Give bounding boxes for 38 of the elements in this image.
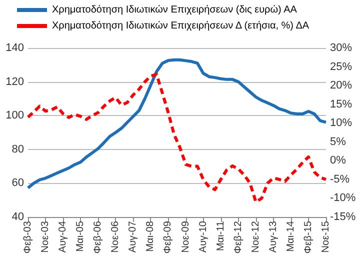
y2-tick-label: 10%: [330, 117, 352, 130]
x-tick-label: Φεβ-09: [162, 220, 174, 254]
x-tick-label: Αυγ-07: [128, 220, 139, 253]
y2-tick-label: 30%: [330, 42, 352, 54]
x-tick-label: Νοε-12: [250, 220, 262, 253]
y2-tick-label: 5%: [330, 136, 346, 148]
x-tick-label: Αυγ-04: [58, 220, 69, 253]
y-tick-label: 140: [6, 42, 24, 54]
y-tick-label: 80: [12, 143, 24, 156]
x-tick-label: Μαι-14: [285, 220, 296, 252]
y2-tick-label: 20%: [330, 80, 352, 92]
x-tick-label: Φεβ-06: [92, 220, 104, 254]
legend-label: Χρηματοδότηση Ιδιωτικών Επιχειρήσεων Δ (ετήσια, %) ΔΑ: [52, 20, 310, 32]
x-tick-label: Μαι-05: [75, 220, 86, 252]
x-tick-label: Φεβ-03: [22, 220, 34, 254]
legend-label: Χρηματοδότηση Ιδιωτικών Επιχειρήσεων (δις ευρώ) ΑΑ: [52, 4, 298, 16]
y2-tick-label: -5%: [330, 173, 350, 186]
x-tick-label: Νοε-03: [40, 220, 52, 253]
y2-tick-label: 0%: [330, 154, 346, 167]
y-tick-label: 120: [6, 76, 24, 88]
x-tick-label: Νοε-15: [320, 220, 332, 253]
y-tick-label: 100: [6, 110, 24, 122]
x-tick-label: Νοε-09: [180, 220, 192, 253]
y2-tick-label: 25%: [330, 60, 352, 73]
y2-tick-label: 15%: [330, 98, 352, 110]
x-tick-label: Μαι-11: [215, 220, 226, 252]
x-tick-label: Μαι-08: [145, 220, 156, 252]
y2-tick-label: -10%: [330, 192, 356, 204]
line-series: [26, 58, 328, 190]
x-tick-label: Φεβ-15: [302, 220, 314, 254]
x-tick-label: Νοε-06: [110, 220, 122, 253]
line-series: [26, 72, 328, 204]
x-tick-label: Φεβ-12: [232, 220, 244, 254]
x-tick-label: Αυγ-10: [198, 220, 209, 253]
x-tick-label: Αυγ-13: [268, 220, 279, 253]
y2-tick-label: -15%: [330, 211, 356, 223]
y-tick-label: 40: [12, 211, 24, 223]
y-tick-label: 60: [12, 177, 24, 190]
